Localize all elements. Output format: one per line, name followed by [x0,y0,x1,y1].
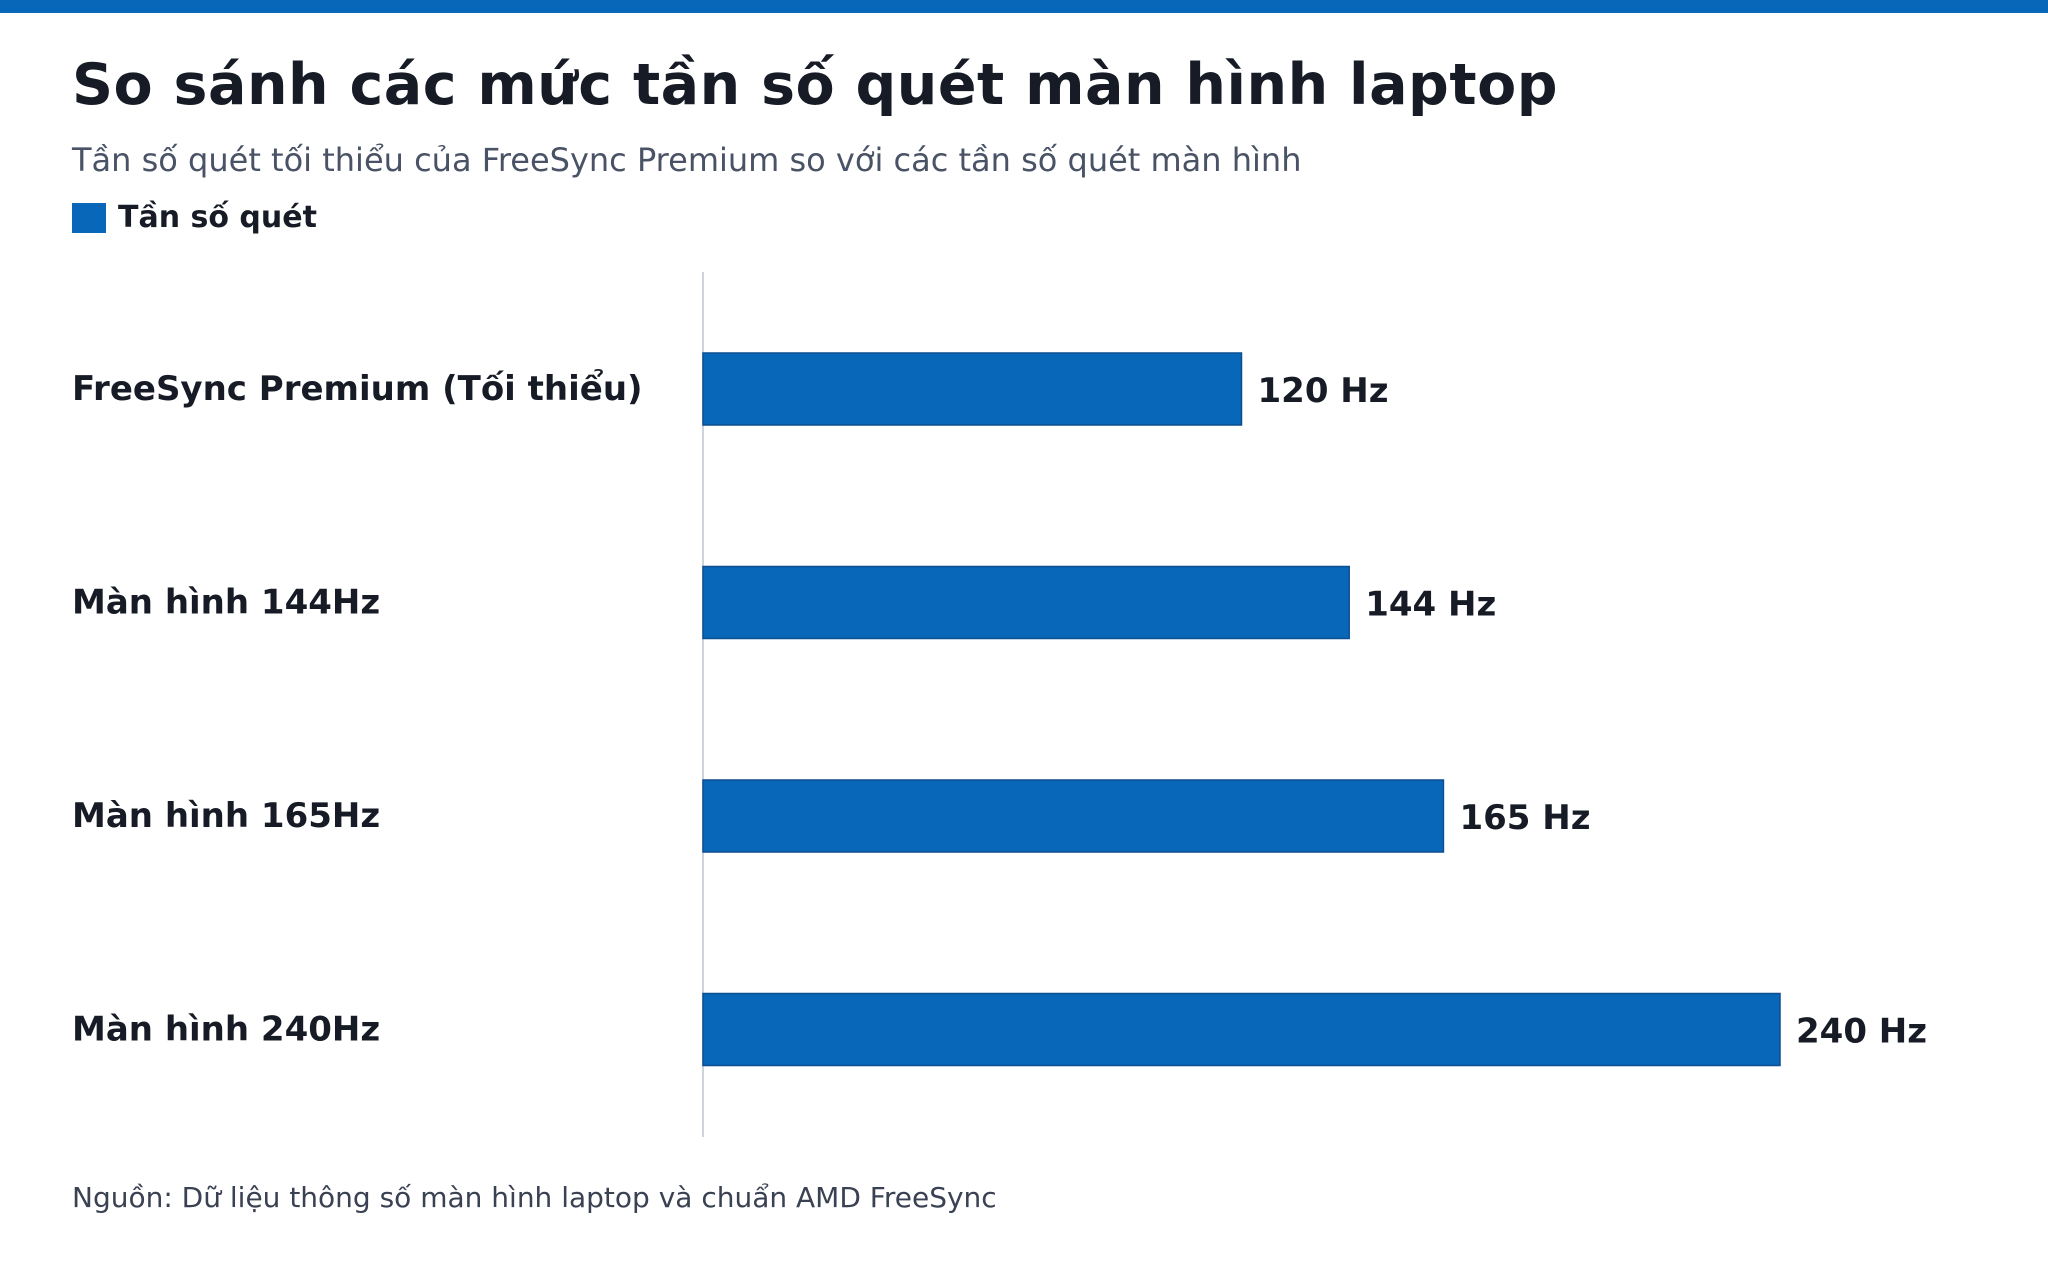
value-label-3: 240 Hz [1796,1012,1927,1052]
category-label-3: Màn hình 240Hz [72,1010,380,1050]
category-label-2: Màn hình 165Hz [72,796,380,836]
legend-label: Tần số quét [118,200,317,235]
top-accent-bar [0,0,2048,13]
value-label-1: 144 Hz [1365,585,1496,625]
category-label-0: FreeSync Premium (Tối thiểu) [72,368,643,409]
chart-subtitle: Tần số quét tối thiểu của FreeSync Premi… [72,141,1302,179]
bar-1 [702,565,1350,640]
source-note: Nguồn: Dữ liệu thông số màn hình laptop … [72,1181,997,1214]
category-label-1: Màn hình 144Hz [72,583,380,623]
bar-0 [702,352,1243,426]
chart-title: So sánh các mức tần số quét màn hình lap… [72,52,1559,118]
value-label-2: 165 Hz [1459,798,1590,838]
chart-legend: Tần số quét [72,200,317,235]
bar-3 [702,992,1781,1067]
legend-swatch [72,202,106,233]
value-label-0: 120 Hz [1258,371,1389,411]
bar-2 [702,779,1445,853]
